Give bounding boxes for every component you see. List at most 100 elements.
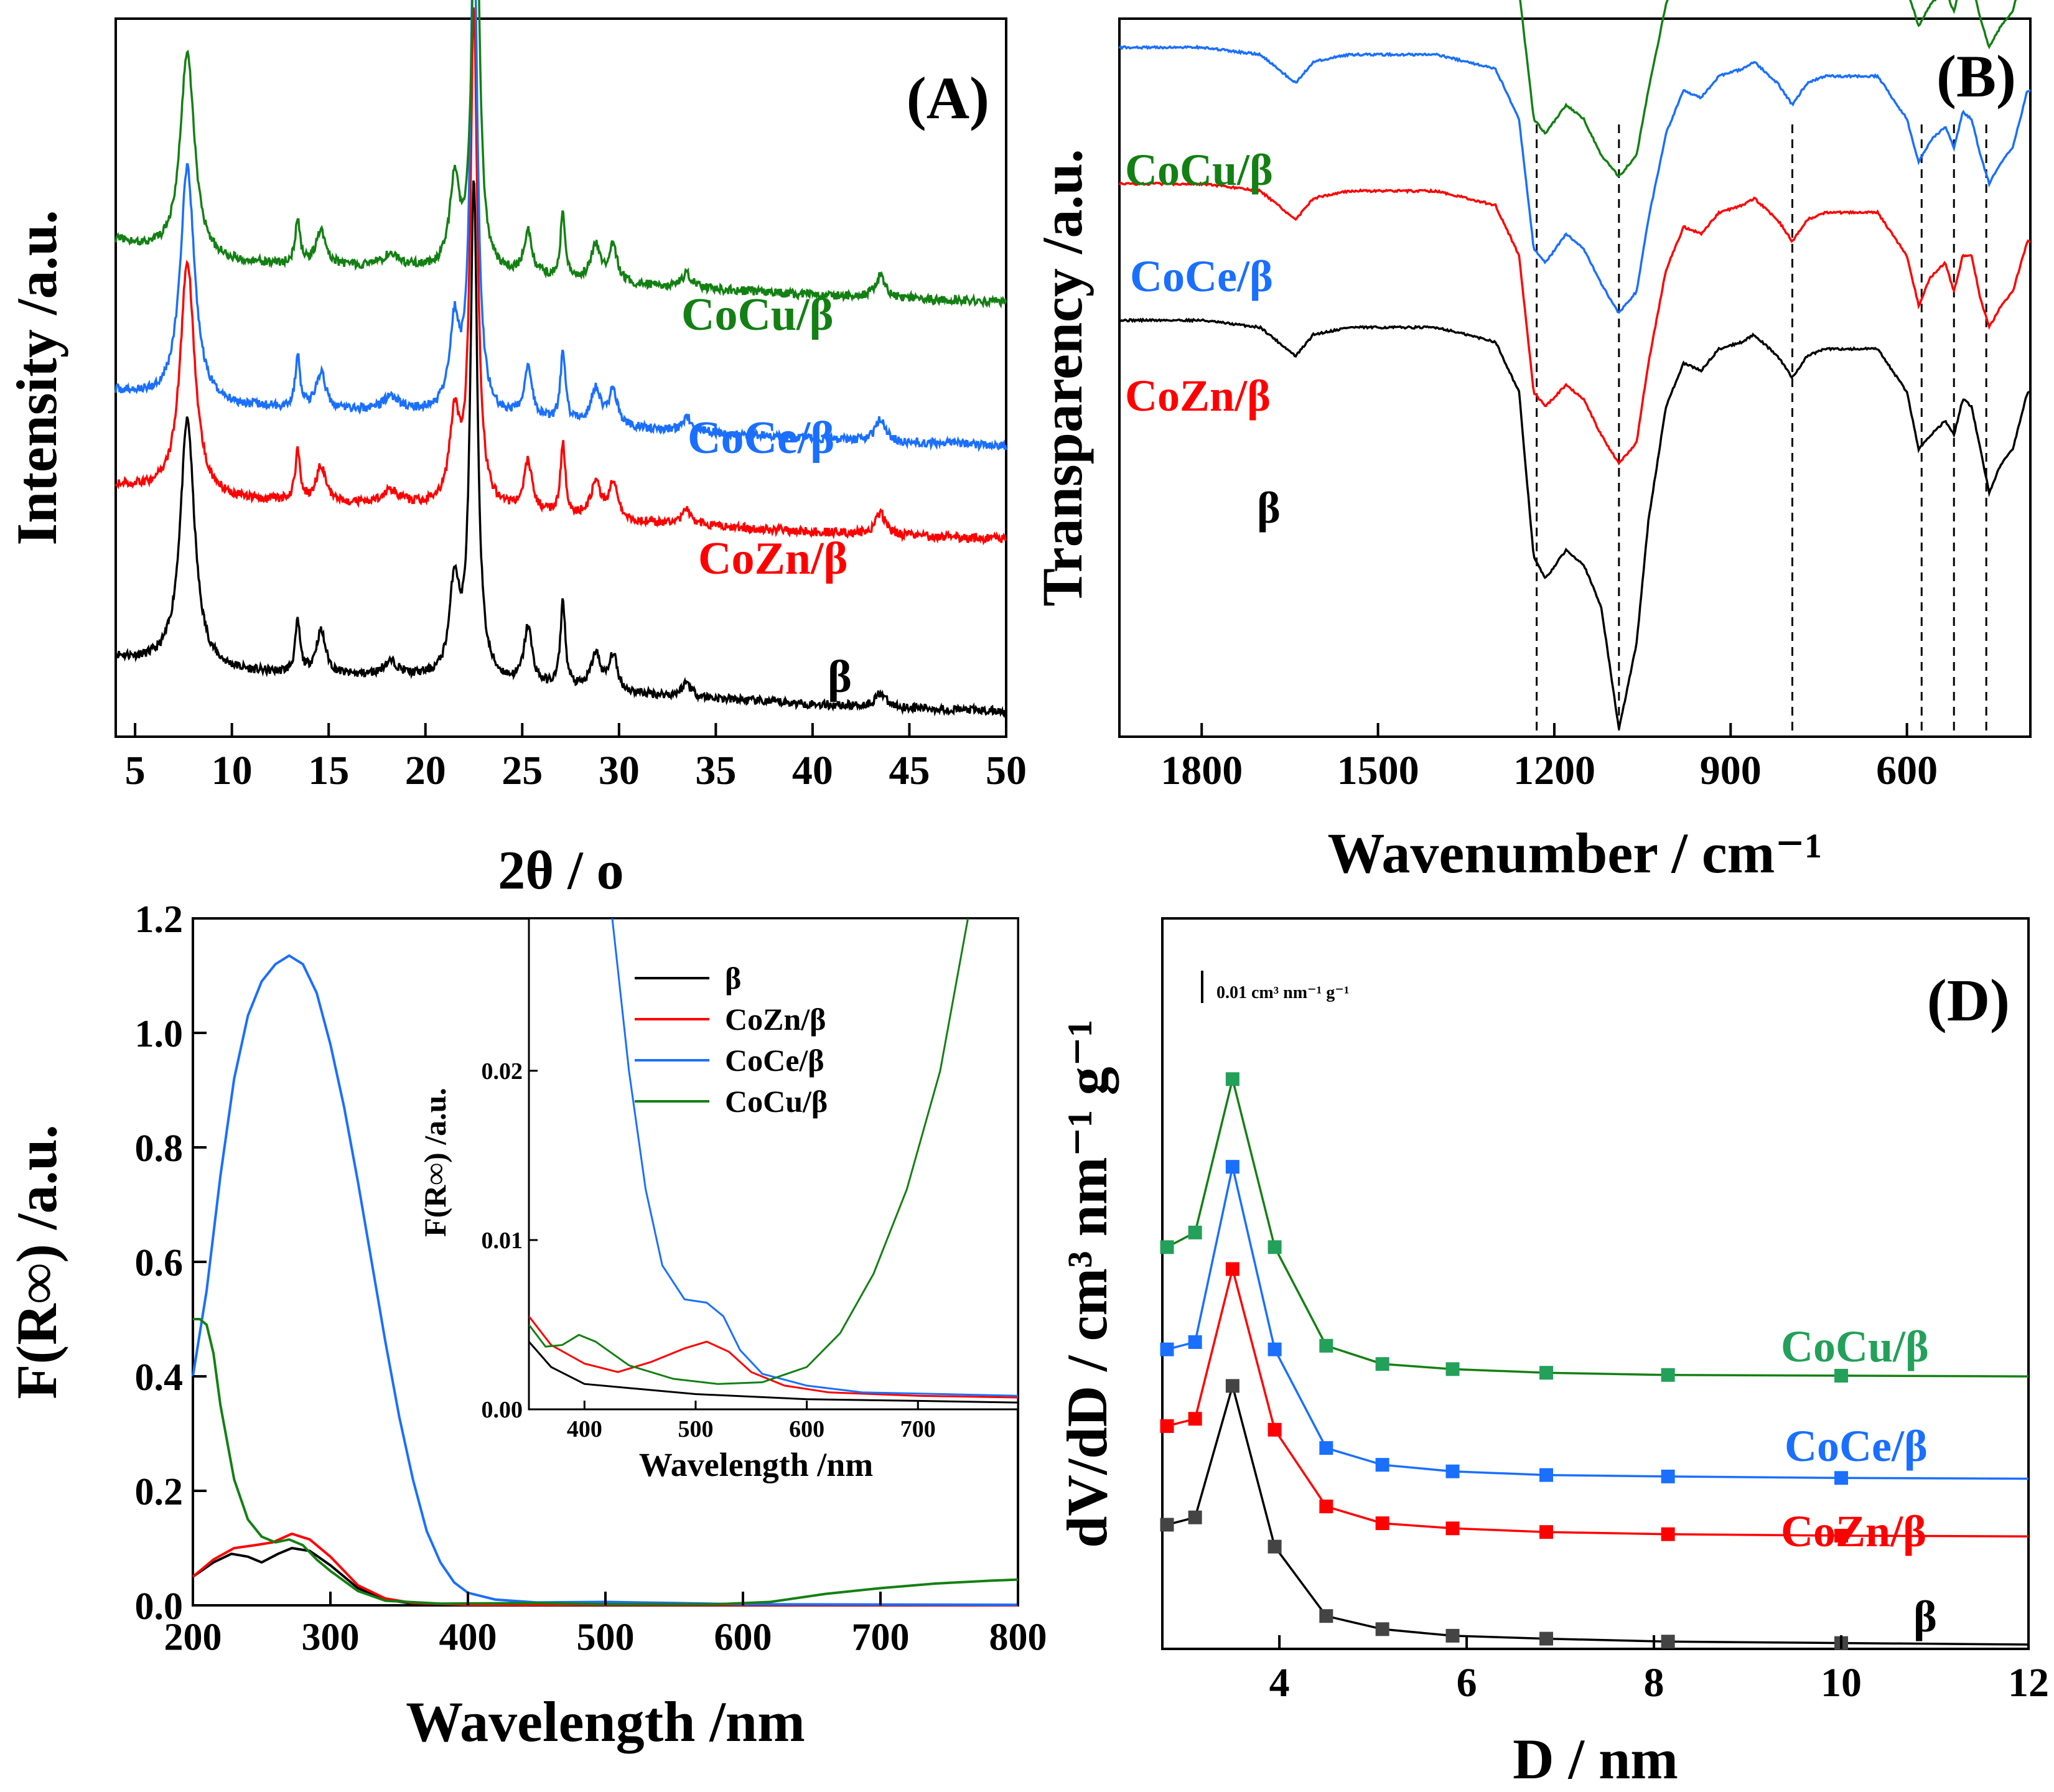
y-tick-label: 0.0 xyxy=(135,1585,184,1628)
psd-marker-beta xyxy=(1188,1510,1202,1524)
y-axis-label: dV/dD / cm³ nm⁻¹ g⁻¹ xyxy=(1055,1019,1119,1547)
psd-marker-cocu-beta xyxy=(1160,1240,1174,1254)
psd-marker-cocu-beta xyxy=(1375,1357,1389,1371)
x-tick-label: 6 xyxy=(1457,1660,1477,1706)
psd-marker-coce-beta xyxy=(1319,1441,1333,1455)
plot-frame xyxy=(1118,17,2032,738)
legend-label-beta: β xyxy=(725,961,741,996)
psd-marker-cocu-beta xyxy=(1267,1240,1282,1254)
psd-marker-cocu-beta xyxy=(1661,1368,1675,1382)
xrd-series-cocu-beta xyxy=(114,0,1007,309)
inset-x-tick-label: 500 xyxy=(678,1416,713,1442)
series-label-cocu-beta: CoCu/β xyxy=(1125,145,1273,195)
panel-d: 4 6 8 10 12 D / nm dV/dD / cm³ nm⁻¹ g⁻¹ (D) 0.01… xyxy=(1055,917,2049,1791)
psd-marker-cozn-beta xyxy=(1188,1412,1202,1426)
series-label-beta: β xyxy=(1257,483,1281,533)
psd-marker-cozn-beta xyxy=(1539,1525,1553,1539)
x-axis-label: D / nm xyxy=(1513,1727,1678,1791)
ftir-series-beta xyxy=(1119,317,2031,730)
psd-marker-cocu-beta xyxy=(1834,1368,1849,1383)
series-label-beta: β xyxy=(828,651,852,702)
panel-label: (B) xyxy=(1936,43,2016,110)
legend-label-coce-beta: CoCe/β xyxy=(725,1043,824,1078)
inset-y-axis-label: F(R∞) /a.u. xyxy=(418,1088,452,1237)
psd-marker-cozn-beta xyxy=(1445,1521,1460,1536)
panel-b: 1800 1500 1200 900 600 Wavenumber / cm⁻¹ Trans… xyxy=(1030,0,2032,885)
legend-label-cozn-beta: CoZn/β xyxy=(725,1002,826,1037)
xrd-series-beta xyxy=(114,180,1007,719)
psd-marker-coce-beta xyxy=(1445,1464,1460,1478)
panel-label: (A) xyxy=(907,65,989,131)
plot-frame xyxy=(114,17,1007,738)
inset-y-tick-label: 0.01 xyxy=(482,1228,523,1254)
series-label-cozn-beta: CoZn/β xyxy=(698,533,848,584)
x-tick-label: 900 xyxy=(1700,748,1762,793)
x-tick-label: 600 xyxy=(714,1616,772,1658)
x-tick-label: 12 xyxy=(2008,1660,2049,1706)
series-label-coce-beta: CoCe/β xyxy=(1130,251,1273,301)
x-tick-label: 25 xyxy=(502,748,543,793)
x-tick-label: 1800 xyxy=(1160,748,1243,793)
x-tick-label: 20 xyxy=(405,748,446,793)
psd-marker-cozn-beta xyxy=(1267,1422,1282,1437)
x-tick-label: 8 xyxy=(1644,1660,1664,1706)
x-tick-label: 700 xyxy=(852,1616,910,1658)
series-label-coce-beta: CoCe/β xyxy=(1785,1421,1928,1471)
y-tick-label: 0.6 xyxy=(135,1242,184,1284)
psd-marker-coce-beta xyxy=(1267,1342,1282,1356)
inset-series-cocu-beta xyxy=(529,918,969,1385)
psd-marker-cozn-beta xyxy=(1319,1500,1333,1514)
inset-series-beta xyxy=(529,1341,1018,1404)
ftir-series-cocu-beta xyxy=(1519,0,2017,177)
inset-y-tick-label: 0.00 xyxy=(482,1397,523,1423)
series-label-cozn-beta: CoZn/β xyxy=(1125,371,1271,421)
ftir-series-coce-beta xyxy=(1118,44,2032,314)
x-tick-label: 50 xyxy=(986,748,1027,793)
x-tick-label: 45 xyxy=(889,748,930,793)
x-tick-label: 400 xyxy=(439,1616,497,1658)
x-tick-label: 4 xyxy=(1269,1660,1290,1706)
psd-marker-coce-beta xyxy=(1160,1342,1174,1356)
psd-marker-cocu-beta xyxy=(1188,1225,1202,1239)
psd-marker-coce-beta xyxy=(1188,1335,1202,1349)
inset-y-tick-label: 0.02 xyxy=(482,1058,523,1085)
psd-marker-cocu-beta xyxy=(1445,1362,1460,1376)
psd-marker-cozn-beta xyxy=(1834,1529,1849,1543)
y-tick-label: 0.8 xyxy=(135,1127,184,1170)
x-tick-label: 800 xyxy=(989,1616,1047,1658)
series-label-cozn-beta: CoZn/β xyxy=(1781,1506,1926,1556)
psd-marker-coce-beta xyxy=(1539,1468,1553,1482)
inset-frame xyxy=(528,917,1019,1411)
xrd-series-cozn-beta xyxy=(114,7,1007,546)
psd-marker-beta xyxy=(1160,1518,1174,1532)
y-tick-label: 1.0 xyxy=(135,1013,184,1055)
psd-marker-beta xyxy=(1225,1379,1239,1393)
x-axis-label: 2θ / o xyxy=(498,841,623,901)
x-tick-label: 200 xyxy=(164,1616,222,1658)
inset-x-tick-label: 700 xyxy=(900,1416,936,1442)
x-axis-label: Wavelength /nm xyxy=(406,1690,805,1753)
drs-series-coce-beta xyxy=(192,954,1019,1607)
psd-marker-beta xyxy=(1539,1631,1553,1646)
psd-marker-cozn-beta xyxy=(1160,1419,1174,1433)
plot-frame xyxy=(1161,917,2030,1650)
series-label-cocu-beta: CoCu/β xyxy=(1781,1322,1929,1371)
ftir-series-cozn-beta xyxy=(1118,181,2031,466)
x-tick-label: 500 xyxy=(577,1616,635,1658)
x-tick-label: 300 xyxy=(302,1616,360,1658)
x-tick-label: 30 xyxy=(599,748,640,793)
x-tick-label: 10 xyxy=(1821,1660,1862,1706)
y-tick-label: 0.2 xyxy=(135,1471,184,1513)
panel-a: 5 10 15 20 25 30 35 40 45 50 2θ / o Intensity /a.u.… xyxy=(5,0,1027,901)
psd-marker-cozn-beta xyxy=(1375,1516,1389,1531)
series-label-beta: β xyxy=(1913,1592,1937,1641)
x-tick-label: 1500 xyxy=(1337,748,1419,793)
psd-marker-cozn-beta xyxy=(1225,1262,1239,1276)
x-tick-label: 600 xyxy=(1876,748,1938,793)
inset-x-axis-label: Wavelength /nm xyxy=(639,1446,874,1483)
legend-label-cocu-beta: CoCu/β xyxy=(725,1084,828,1119)
panel-label: (D) xyxy=(1927,967,2010,1034)
x-tick-label: 10 xyxy=(212,748,253,793)
psd-marker-coce-beta xyxy=(1834,1471,1849,1485)
inset-x-tick-label: 600 xyxy=(789,1416,824,1442)
